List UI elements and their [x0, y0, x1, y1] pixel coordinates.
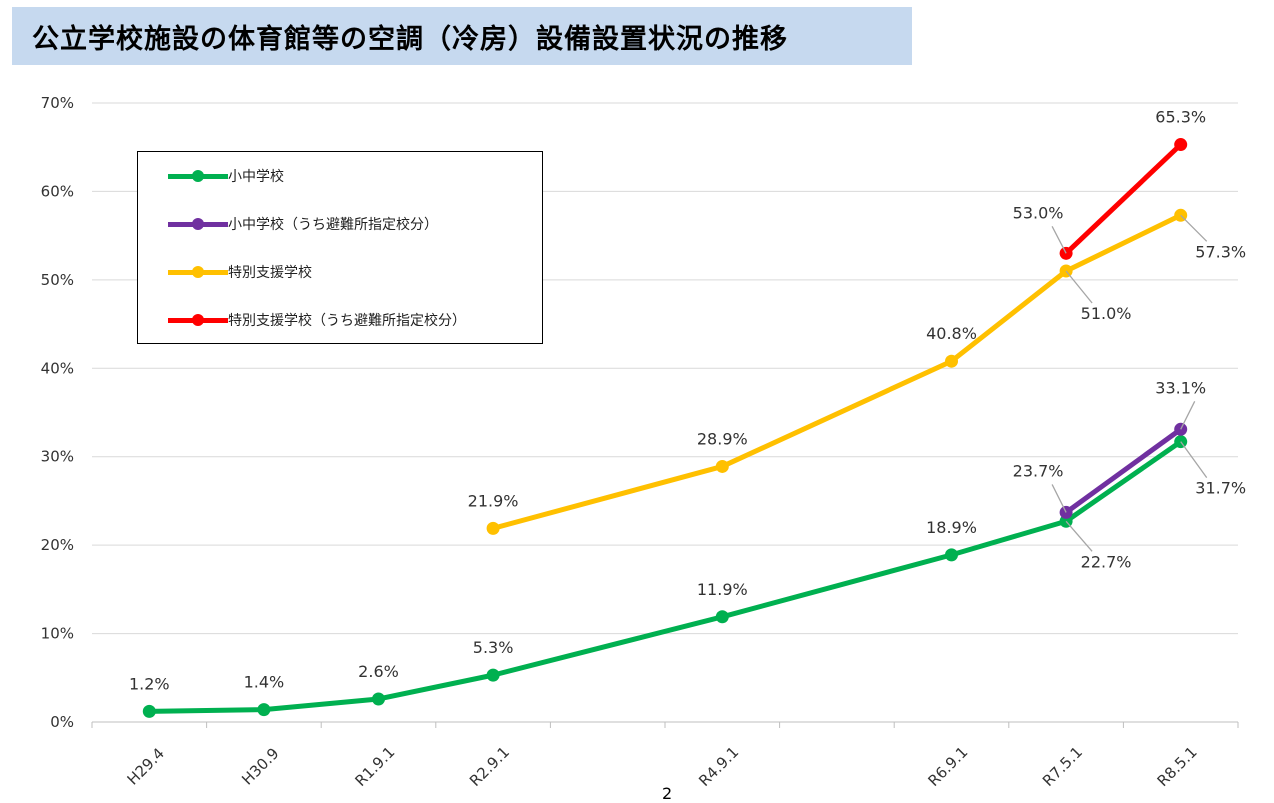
data-point [715, 459, 729, 473]
data-label: 57.3% [1195, 242, 1246, 261]
legend-item-elementary-junior-shelter: 小中学校（うち避難所指定校分） [168, 214, 438, 234]
chart-legend: 小中学校 小中学校（うち避難所指定校分） 特別支援学校 特別支援学校（うち避難所… [137, 151, 543, 344]
data-point [142, 704, 156, 718]
y-tick-label: 30% [41, 448, 74, 466]
data-label: 18.9% [926, 518, 977, 537]
legend-item-special-support-shelter: 特別支援学校（うち避難所指定校分） [168, 310, 466, 330]
label-leader-line [1065, 270, 1093, 304]
data-point [945, 354, 958, 368]
y-tick-label: 70% [41, 94, 74, 112]
x-tick-label: H29.4 [124, 744, 168, 788]
series-line [1064, 142, 1183, 256]
data-label: 1.2% [129, 674, 170, 693]
page-title: 公立学校施設の体育館等の空調（冷房）設備設置状況の推移 [32, 24, 788, 55]
legend-item-elementary-junior: 小中学校 [168, 166, 284, 186]
data-label: 53.0% [1013, 203, 1064, 222]
legend-item-special-support: 特別支援学校 [168, 262, 312, 282]
y-tick-label: 50% [41, 271, 74, 289]
label-leader-line [1180, 214, 1208, 242]
x-tick-label: R4.9.1 [695, 743, 742, 790]
x-tick-label: H30.9 [238, 744, 282, 788]
data-point [486, 521, 500, 535]
data-label: 28.9% [697, 429, 748, 448]
data-label: 1.4% [244, 673, 285, 692]
data-label: 31.7% [1195, 479, 1246, 498]
legend-swatch [168, 166, 228, 186]
title-bar: 公立学校施設の体育館等の空調（冷房）設備設置状況の推移 [12, 7, 912, 65]
label-leader-line [1051, 226, 1067, 254]
legend-label: 小中学校 [228, 169, 284, 185]
data-point [486, 668, 500, 682]
legend-label: 小中学校（うち避難所指定校分） [228, 217, 438, 233]
data-point [257, 703, 271, 717]
x-tick-label: R6.9.1 [924, 743, 971, 790]
data-point [945, 548, 958, 562]
page-number: 2 [662, 784, 673, 803]
data-point [372, 692, 385, 706]
data-label: 65.3% [1155, 108, 1206, 127]
label-leader-line [1180, 401, 1196, 430]
x-tick-label: R1.9.1 [351, 743, 398, 790]
x-tick-label: R2.9.1 [466, 743, 513, 790]
series-line [492, 213, 1182, 531]
data-label: 23.7% [1013, 461, 1064, 480]
data-label: 51.0% [1081, 304, 1132, 323]
label-leader-line [1051, 484, 1067, 513]
y-tick-label: 60% [41, 182, 74, 200]
legend-swatch [168, 262, 228, 282]
data-point [1174, 138, 1188, 152]
legend-label: 特別支援学校（うち避難所指定校分） [228, 313, 466, 329]
x-tick-label: R8.5.1 [1154, 743, 1201, 790]
label-leader-line [1180, 441, 1208, 479]
data-label: 22.7% [1081, 552, 1132, 571]
label-leader-line [1065, 520, 1093, 552]
legend-label: 特別支援学校 [228, 265, 312, 281]
y-tick-label: 20% [41, 536, 74, 554]
y-tick-label: 0% [50, 713, 74, 731]
data-label: 40.8% [926, 324, 977, 343]
series-line [1064, 427, 1183, 515]
data-point [715, 610, 729, 624]
y-tick-label: 10% [41, 625, 74, 643]
data-label: 21.9% [468, 491, 519, 510]
data-label: 5.3% [473, 638, 514, 657]
x-tick-label: R7.5.1 [1039, 743, 1086, 790]
data-label: 11.9% [697, 580, 748, 599]
legend-swatch [168, 310, 228, 330]
series-line [149, 439, 1183, 714]
data-label: 33.1% [1155, 378, 1206, 397]
y-tick-label: 40% [41, 359, 74, 377]
legend-swatch [168, 214, 228, 234]
data-label: 2.6% [358, 662, 399, 681]
